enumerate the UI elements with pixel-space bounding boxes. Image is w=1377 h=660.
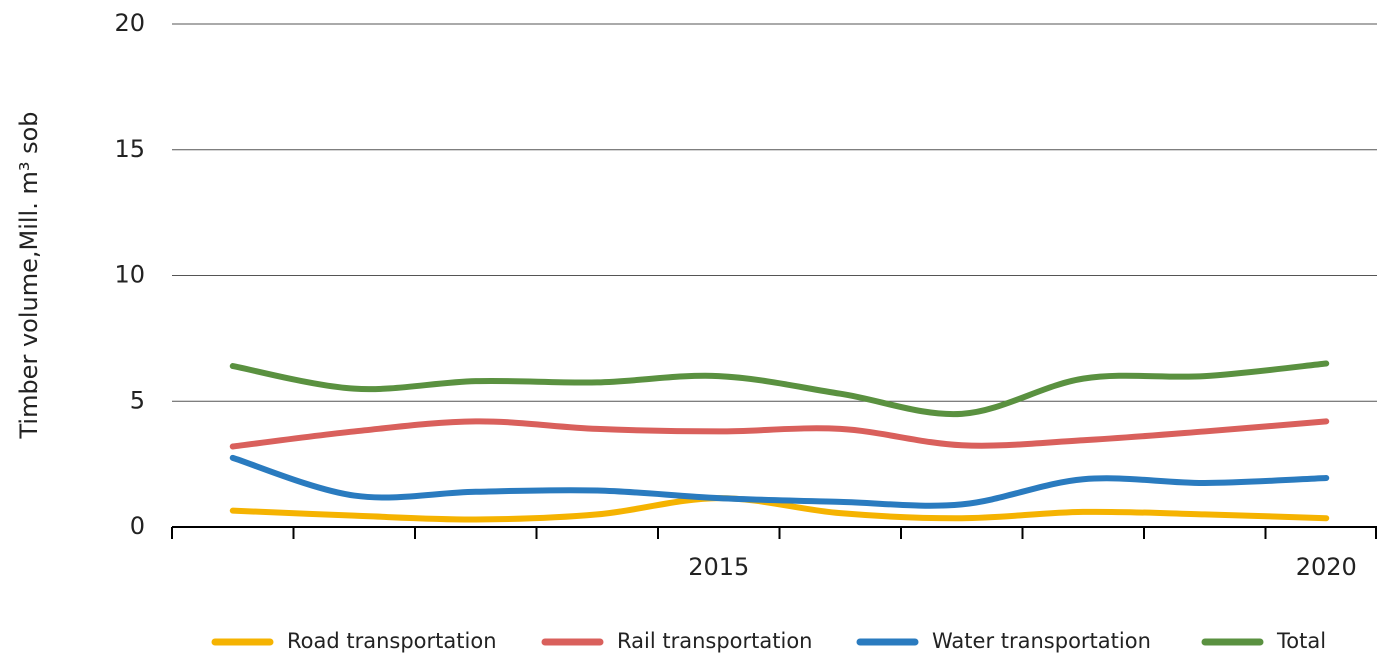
line <box>229 418 1330 450</box>
y-axis-label: Timber volume,Mill. m³ sob <box>15 111 43 439</box>
x-tick-label: 2015 <box>688 553 749 581</box>
line <box>229 454 1330 509</box>
x-tick-label: 2020 <box>1296 553 1357 581</box>
legend-label: Road transportation <box>287 629 497 653</box>
line <box>229 360 1330 418</box>
y-tick-label: 10 <box>114 261 145 289</box>
y-tick-label: 0 <box>130 512 145 540</box>
y-tick-label: 15 <box>114 135 145 163</box>
legend-label: Total <box>1276 629 1326 653</box>
y-tick-label: 5 <box>130 386 145 414</box>
legend-label: Rail transportation <box>617 629 812 653</box>
legend-label: Water transportation <box>932 629 1151 653</box>
y-tick-label: 20 <box>114 9 145 37</box>
line <box>229 495 1330 523</box>
